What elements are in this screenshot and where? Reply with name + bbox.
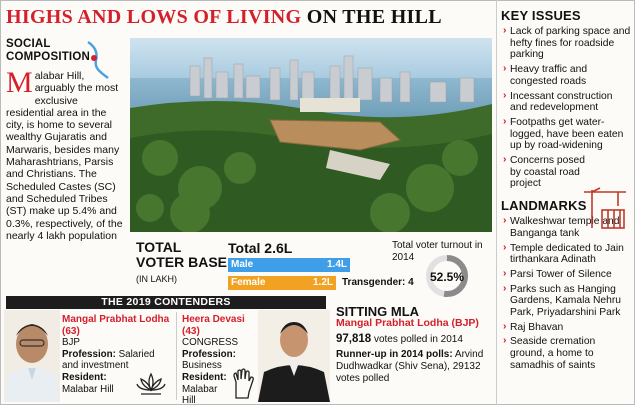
landmark-item: Walkeshwar temple and Banganga tank [503, 215, 631, 239]
social-heading-line1: SOCIAL [6, 38, 51, 50]
female-value: 1.2L [312, 277, 333, 288]
resident-value: Malabar Hill [62, 383, 114, 395]
profession-label: Profession: [62, 348, 116, 360]
landmark-item: Raj Bhavan [503, 321, 631, 334]
total-value: 2.6L [264, 240, 293, 256]
runner-label: Runner-up in 2014 polls: [336, 349, 453, 361]
lotus-icon [136, 372, 166, 395]
candidate2-profession: Profession: Business [182, 349, 262, 372]
dropcap: M [6, 66, 33, 99]
candidate1-name: Mangal Prabhat Lodha (63) [62, 314, 170, 337]
landmark-item: Seaside cremation ground, a home to sama… [503, 335, 631, 371]
resident-label: Resident: [62, 371, 107, 383]
turnout-label: Total voter turnout in 2014 [392, 240, 483, 263]
voter-total: Total 2.6L [228, 240, 292, 256]
contenders-heading: THE 2019 CONTENDERS [6, 296, 326, 309]
title-part1: HIGHS AND LOWS OF LIVING [6, 6, 302, 28]
issue-item: Concerns posed by coastal road project [503, 154, 631, 190]
runner-text: Arvind Dudhwadkar (Shiv Sena), 29132 vot… [336, 349, 484, 384]
voter-heading-line2: VOTER BASE [136, 254, 228, 270]
male-value: 1.4L [326, 259, 347, 270]
mla-name: Mangal Prabhat Lodha (BJP) [336, 316, 479, 329]
candidate1-party: BJP [62, 337, 80, 349]
title-part2: ON THE HILL [306, 6, 442, 28]
turnout-arc [426, 255, 468, 297]
landmarks-list: Walkeshwar temple and Banganga tank Temp… [497, 215, 635, 371]
voter-heading-line1: TOTAL [136, 239, 182, 255]
sitting-mla: SITTING MLA Mangal Prabhat Lodha (BJP) 9… [336, 304, 494, 385]
turnout-donut [426, 255, 468, 297]
transgender-count: Transgender: 4 [342, 277, 414, 288]
candidate2: Heera Devasi (43) CONGRESS Profession: B… [182, 314, 262, 405]
page-title: HIGHS AND LOWS OF LIVING ON THE HILL [6, 6, 442, 29]
female-label: Female [231, 277, 266, 288]
key-issues-heading: KEY ISSUES [501, 8, 581, 23]
turnout-value: 52.5% [430, 270, 465, 284]
mla-votes-value: 97,818 [336, 332, 372, 345]
mla-votes: 97,818 votes polled in 2014 [336, 332, 494, 346]
male-label: Male [231, 259, 254, 270]
landmark-item: Temple dedicated to Jain tirthankara Adi… [503, 242, 631, 266]
aerial-photo [130, 38, 492, 232]
resident-label: Resident: [182, 371, 227, 383]
issue-item: Heavy traffic and congested roads [503, 63, 631, 87]
candidate1-portrait [4, 310, 60, 402]
social-heading-line2: COMPOSITION [6, 51, 90, 63]
male-bar: Male 1.4L [228, 258, 350, 272]
candidate1-resident: Resident: Malabar Hill [62, 372, 172, 395]
candidate1-profession: Profession: Salaried and investment [62, 349, 172, 372]
profession-value: Salaried and investment [62, 348, 155, 372]
mla-runner-up: Runner-up in 2014 polls: Arvind Dudhwadk… [336, 349, 494, 384]
landmarks-heading: LANDMARKS [501, 198, 587, 214]
crane-icon [584, 187, 626, 229]
candidate2-name: Heera Devasi (43) [182, 314, 245, 337]
landmark-item: Parks such as Hanging Gardens, Kamala Ne… [503, 283, 631, 319]
resident-value: Malabar Hill [182, 383, 218, 405]
mla-heading: SITTING MLA [336, 304, 420, 319]
voter-unit: (IN LAKH) [136, 274, 178, 284]
candidate2-party: CONGRESS [182, 337, 239, 349]
social-heading: SOCIAL COMPOSITION [6, 38, 126, 64]
issue-item: Footpaths get water-logged, have been ea… [503, 116, 631, 152]
candidate1: Mangal Prabhat Lodha (63) BJP Profession… [62, 314, 172, 395]
social-paragraph: alabar Hill, arguably the most exclusive… [6, 70, 123, 242]
issue-item: Lack of parking space and hefty fines fo… [503, 25, 631, 61]
voter-base-heading: TOTAL VOTER BASE [136, 240, 236, 270]
mla-votes-text: votes polled in 2014 [373, 333, 463, 345]
total-label: Total [228, 240, 261, 256]
key-issues-list: Lack of parking space and hefty fines fo… [497, 25, 635, 190]
profession-value: Business [182, 360, 222, 372]
divider [176, 312, 177, 400]
voter-base: TOTAL VOTER BASE (IN LAKH) [136, 240, 236, 285]
candidate2-resident: Resident: Malabar Hill [182, 372, 262, 405]
right-column: KEY ISSUES Lack of parking space and hef… [496, 0, 635, 405]
map-marker-icon [87, 40, 109, 80]
issue-item: Incessant construction and redevelopment [503, 89, 631, 114]
female-bar: Female 1.2L [228, 276, 336, 290]
candidate2-portrait [258, 310, 330, 402]
profession-label: Profession: [182, 348, 236, 360]
hand-icon [233, 368, 254, 399]
landmark-item: Parsi Tower of Silence [503, 268, 631, 281]
